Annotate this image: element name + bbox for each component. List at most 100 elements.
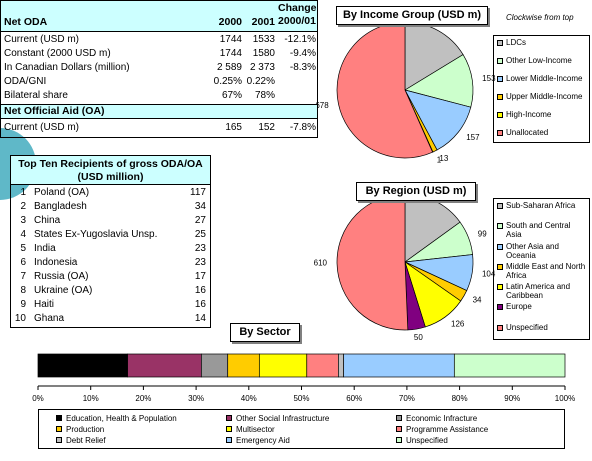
legend-label: Unallocated <box>506 128 549 137</box>
table-cell: In Canadian Dollars (million) <box>4 62 130 73</box>
table-cell: 165 <box>225 122 242 133</box>
amount: 16 <box>194 299 206 310</box>
x-tick-label: 10% <box>83 394 99 403</box>
x-tick-label: 100% <box>555 394 575 403</box>
table-cell: 78% <box>254 90 275 101</box>
table-cell: 67% <box>221 90 242 101</box>
data-label: 153 <box>482 74 496 83</box>
table-header-bg <box>1 1 317 32</box>
legend-label: Other Social Infrastructure <box>236 414 330 423</box>
legend-label: Unspecified <box>506 322 548 332</box>
table-frame <box>0 0 318 138</box>
recipient: States Ex-Yugoslavia Unsp. <box>34 229 158 240</box>
rank: 1 <box>20 187 26 198</box>
legend-label: Multisector <box>236 425 275 434</box>
legend-swatch <box>226 415 232 421</box>
legend <box>493 35 590 143</box>
chart-title: By Region (USD m) <box>356 182 476 201</box>
rank: 2 <box>20 201 26 212</box>
bar-segment <box>306 353 339 378</box>
table-cell: 1744 <box>219 48 242 59</box>
data-label: 1 <box>437 155 442 164</box>
bar-segment <box>201 353 229 378</box>
legend-label: High-Income <box>506 110 552 119</box>
legend-label: Debt Relief <box>66 436 106 445</box>
annotation: Clockwise from top <box>506 13 574 22</box>
rank: 3 <box>20 215 26 226</box>
chart-title: By Sector <box>230 323 300 342</box>
recipient: Haiti <box>34 299 55 310</box>
table-cell: 152 <box>258 122 275 133</box>
rank: 7 <box>20 271 26 282</box>
table-cell: -7.8% <box>289 122 316 133</box>
rank: 4 <box>20 229 26 240</box>
data-label: 104 <box>482 270 496 279</box>
table-cell: 1580 <box>252 48 275 59</box>
data-label: 610 <box>314 259 328 268</box>
table-cell: Current (USD m) <box>4 122 80 133</box>
legend-label: Other Low-Income <box>506 56 572 65</box>
data-label: 13 <box>439 154 448 163</box>
pie-slice <box>404 89 472 151</box>
legend-label: Economic Infracture <box>406 414 478 423</box>
data-label: 678 <box>315 101 329 110</box>
bar-segment <box>258 353 308 378</box>
table-cell: 1744 <box>219 34 242 45</box>
legend-swatch <box>497 203 503 209</box>
legend-swatch <box>497 304 503 311</box>
legend-label: Programme Assistance <box>406 425 489 434</box>
rank: 5 <box>20 243 26 254</box>
bar-segment <box>227 353 260 378</box>
recipient: India <box>34 243 56 254</box>
recipient: Indonesia <box>34 257 78 268</box>
rank: 6 <box>20 257 26 268</box>
x-tick-label: 80% <box>452 394 468 403</box>
table-cell: ODA/GNI <box>4 76 47 87</box>
table-header: 2000 <box>218 16 242 28</box>
amount: 25 <box>194 229 206 240</box>
legend-swatch <box>497 243 503 250</box>
x-tick-label: 40% <box>241 394 257 403</box>
recipient: Ukraine (OA) <box>34 285 93 296</box>
rank: 9 <box>20 299 26 310</box>
top-ten-title: Top Ten Recipients of gross ODA/OA (USD … <box>11 156 210 185</box>
section-bg <box>1 104 317 119</box>
amount: 16 <box>194 285 206 296</box>
pie-slice <box>336 21 434 159</box>
legend-swatch <box>396 426 402 432</box>
bar-segment <box>453 353 566 378</box>
legend-swatch <box>497 223 503 230</box>
legend-label: Other Asia and Oceania <box>506 241 559 260</box>
legend-swatch <box>497 76 503 82</box>
legend-label: Upper Middle-Income <box>506 92 583 101</box>
x-tick-label: 20% <box>135 394 151 403</box>
table-cell: 1533 <box>252 34 275 45</box>
data-label: 157 <box>466 133 480 142</box>
legend-label: LDCs <box>506 38 527 47</box>
x-tick-label: 0% <box>32 394 44 403</box>
bar-segment <box>343 353 455 378</box>
table-cell: -8.3% <box>289 62 316 73</box>
recipient: Ghana <box>34 313 65 324</box>
table-cell: Bilateral share <box>4 90 68 101</box>
x-tick-label: 50% <box>293 394 309 403</box>
legend-swatch <box>497 130 503 136</box>
x-tick-label: 60% <box>346 394 362 403</box>
rank: 8 <box>20 285 26 296</box>
data-label: 99 <box>478 229 487 238</box>
legend-swatch <box>396 415 402 421</box>
legend-label: South and Central Asia <box>506 221 571 240</box>
legend-swatch <box>56 426 62 432</box>
legend-label: Lower Middle-Income <box>506 74 583 83</box>
legend-label: Europe <box>506 302 532 312</box>
legend-label: Education, Health & Population <box>66 414 177 423</box>
data-label: 34 <box>473 295 482 304</box>
legend-swatch <box>497 263 503 270</box>
legend <box>493 198 590 340</box>
bar-segment <box>37 353 128 378</box>
legend-swatch <box>56 415 62 421</box>
legend-label: Latin America and Caribbean <box>506 282 571 301</box>
legend-swatch <box>497 58 503 64</box>
legend <box>38 409 565 449</box>
bar-segment <box>127 353 202 378</box>
